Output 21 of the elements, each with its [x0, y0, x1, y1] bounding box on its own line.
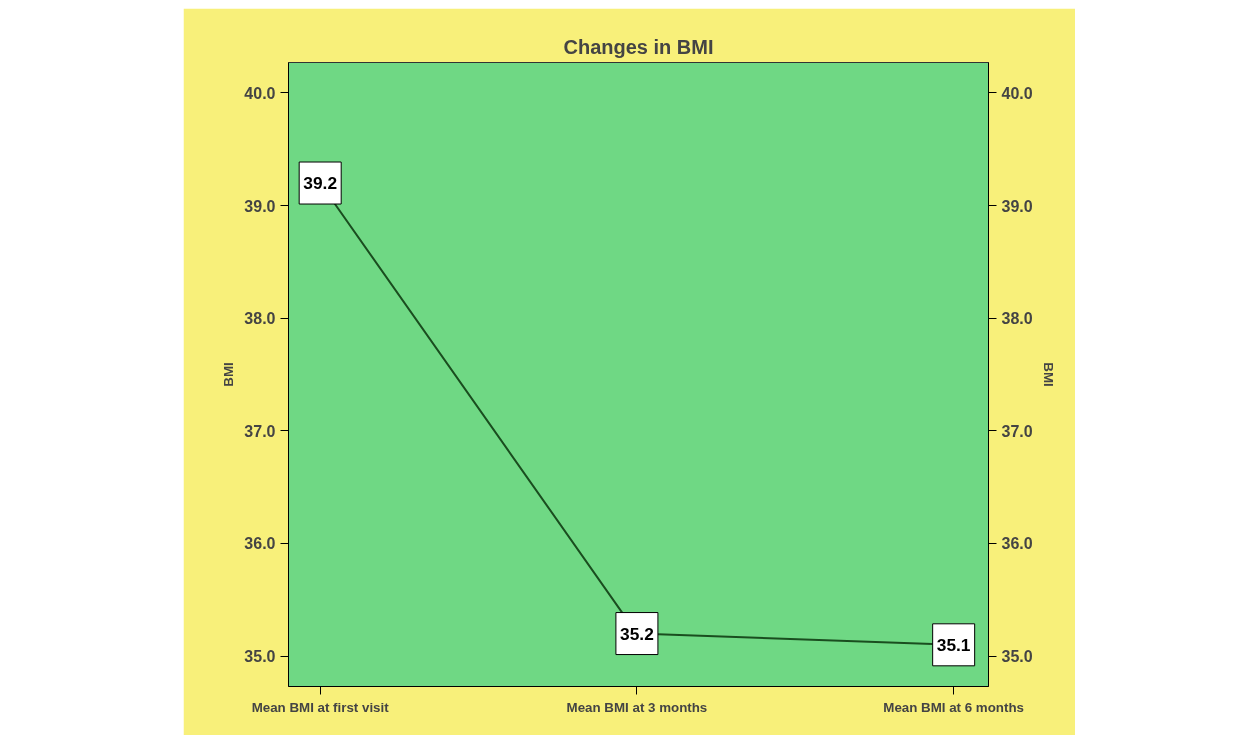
data-label: 35.1 — [936, 634, 971, 655]
data-label: 39.2 — [303, 173, 338, 194]
y-tick-label: 37.0 — [244, 422, 276, 440]
y2-tick-label: 37.0 — [1001, 422, 1033, 440]
y-axis-title: BMI — [221, 362, 237, 387]
x-tick-label: Mean BMI at 3 months — [566, 699, 708, 715]
y2-tick-label: 38.0 — [1001, 310, 1033, 328]
y-tick-label: 36.0 — [244, 535, 276, 553]
data-label: 35.2 — [620, 623, 654, 644]
x-tick-label: Mean BMI at 6 months — [883, 699, 1025, 715]
y2-axis-title: BMI — [1040, 362, 1056, 387]
y2-tick-label: 35.0 — [1001, 648, 1033, 666]
y-tick-label: 35.0 — [244, 648, 276, 666]
y-tick-label: 38.0 — [244, 310, 276, 328]
y2-tick-label: 36.0 — [1001, 535, 1033, 553]
x-tick-label: Mean BMI at first visit — [251, 699, 390, 715]
chart-title: Changes in BMI — [563, 35, 714, 58]
y-tick-label: 39.0 — [244, 197, 276, 215]
y-tick-label: 40.0 — [244, 84, 276, 102]
y2-tick-label: 39.0 — [1001, 197, 1033, 215]
y2-tick-label: 40.0 — [1001, 84, 1033, 102]
